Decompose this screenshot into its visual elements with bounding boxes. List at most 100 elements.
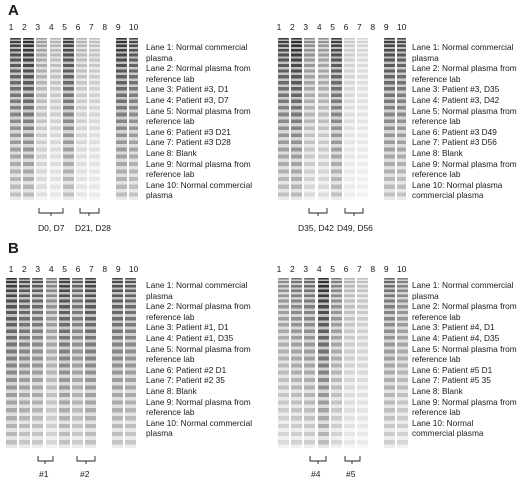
gel-lane bbox=[383, 278, 395, 448]
gel-lane bbox=[58, 278, 70, 448]
lane-number: 8 bbox=[102, 264, 108, 274]
gel-lane bbox=[72, 278, 83, 448]
bracket-label-b-right-1: #4 bbox=[311, 469, 321, 479]
bracket-a-right-1 bbox=[308, 208, 328, 216]
bracket-b-right-2 bbox=[344, 456, 361, 464]
gel-lane bbox=[383, 38, 395, 200]
lane-number: 8 bbox=[370, 22, 376, 32]
legend-line: Lane 4: Patient #3, D7 bbox=[146, 94, 229, 105]
gel-lane bbox=[32, 278, 44, 448]
lane-number: 5 bbox=[62, 264, 67, 274]
legend-line: Lane 3: Patient #4, D1 bbox=[412, 322, 495, 333]
lane-number: 7 bbox=[89, 264, 94, 274]
legend-line: Lane 6: Patient #5 D1 bbox=[412, 364, 493, 375]
bracket-b-2 bbox=[76, 456, 96, 464]
lane-number: 6 bbox=[75, 264, 81, 274]
legend-line: Lane 9: Normal plasma from bbox=[412, 396, 517, 407]
gel-lane bbox=[291, 38, 303, 200]
gel-lane bbox=[304, 278, 316, 448]
legend-line: Lane 1: Normal commercial bbox=[146, 42, 248, 52]
lane-number: 1 bbox=[276, 264, 282, 274]
gel-lane bbox=[85, 278, 97, 448]
gel-lane bbox=[115, 38, 127, 200]
legend-line: Lane 2: Normal plasma from bbox=[412, 301, 517, 312]
gel-lane bbox=[278, 38, 289, 200]
legend-line: Lane 1: Normal commercial bbox=[412, 280, 514, 290]
legend-line: Lane 4: Patient #4, D35 bbox=[412, 332, 500, 343]
legend-line: Lane 5: Normal plasma from bbox=[146, 343, 251, 354]
legend-line: Lane 8: Blank bbox=[146, 385, 197, 396]
legend-line: Lane 8: Blank bbox=[412, 385, 463, 396]
gel-lane bbox=[344, 38, 355, 200]
bracket-label-a-1: D0, D7 bbox=[38, 223, 65, 233]
gel-lane bbox=[317, 38, 329, 200]
gel-lane bbox=[317, 278, 329, 448]
lane-legend-a-right: Lane 1: Normal commercial plasma Lane 2: N… bbox=[412, 42, 520, 201]
legend-line: reference lab bbox=[412, 311, 461, 322]
lane-number: 2 bbox=[22, 264, 27, 274]
lane-number: 1 bbox=[8, 22, 14, 32]
bracket-label-b-right-2: #5 bbox=[346, 469, 356, 479]
lane-number: 1 bbox=[276, 22, 282, 32]
bracket-b-1 bbox=[37, 456, 54, 464]
legend-line: reference lab bbox=[146, 354, 195, 365]
bracket-label-b-2: #2 bbox=[80, 469, 90, 479]
gel-lane bbox=[36, 38, 48, 200]
lane-number: 7 bbox=[89, 22, 94, 32]
gel-image-a bbox=[10, 38, 138, 200]
lane-number: 2 bbox=[290, 22, 295, 32]
legend-line: reference lab bbox=[146, 311, 195, 322]
bracket-a-right-2 bbox=[344, 208, 364, 216]
legend-line: Lane 4: Patient #3, D42 bbox=[412, 94, 500, 105]
lane-number: 3 bbox=[35, 264, 41, 274]
legend-line: reference lab bbox=[412, 354, 461, 365]
gel-lane bbox=[357, 278, 369, 448]
lane-number: 4 bbox=[48, 22, 54, 32]
bracket-label-a-right-2: D49, D56 bbox=[337, 223, 373, 233]
legend-line: Lane 2: Normal plasma from bbox=[146, 63, 251, 74]
legend-line: Lane 7: Patient #3 D56 bbox=[412, 137, 497, 148]
gel-lane bbox=[124, 278, 136, 448]
legend-line: Lane 7: Patient #2 35 bbox=[146, 375, 225, 386]
lane-number: 6 bbox=[75, 22, 81, 32]
gel-lane bbox=[23, 38, 35, 200]
legend-line: Lane 9: Normal plasma from bbox=[146, 396, 251, 407]
bracket-a-2 bbox=[79, 208, 100, 216]
legend-line: Lane 7: Patient #3 D28 bbox=[146, 137, 231, 148]
gel-image-a-right bbox=[278, 38, 406, 200]
lane-number: 5 bbox=[62, 22, 67, 32]
gel-lane bbox=[10, 38, 21, 200]
legend-line: reference lab bbox=[146, 407, 195, 418]
legend-line: Lane 3: Patient #1, D1 bbox=[146, 322, 229, 333]
lane-number: 7 bbox=[357, 264, 362, 274]
gel-lane bbox=[62, 38, 74, 200]
lane-number: 2 bbox=[22, 22, 27, 32]
legend-line: reference lab bbox=[412, 73, 461, 84]
lane-number: 6 bbox=[343, 264, 349, 274]
bracket-label-a-2: D21, D28 bbox=[75, 223, 111, 233]
lane-number: 1 bbox=[8, 264, 14, 274]
bracket-label-a-right-1: D35, D42 bbox=[298, 223, 334, 233]
legend-line: reference lab bbox=[412, 169, 461, 180]
gel-lane bbox=[278, 278, 289, 448]
gel-lane bbox=[19, 278, 31, 448]
gel-lane bbox=[128, 38, 138, 200]
legend-line: Lane 10: Normal bbox=[412, 417, 474, 428]
legend-line: plasma bbox=[412, 52, 439, 63]
gel-image-b bbox=[6, 278, 136, 448]
lane-number: 10 bbox=[396, 264, 407, 274]
gel-lane bbox=[330, 38, 342, 200]
legend-line: plasma bbox=[412, 290, 439, 301]
gel-lane bbox=[330, 278, 342, 448]
gel-lane bbox=[291, 278, 303, 448]
lane-number: 3 bbox=[303, 22, 309, 32]
legend-line: Lane 6: Patient #3 D21 bbox=[146, 126, 231, 137]
lane-number: 10 bbox=[128, 264, 139, 274]
lane-number: 9 bbox=[115, 264, 121, 274]
lane-number: 5 bbox=[330, 22, 335, 32]
lane-number: 5 bbox=[330, 264, 335, 274]
lane-number: 10 bbox=[396, 22, 407, 32]
gel-lane bbox=[45, 278, 57, 448]
legend-line: Lane 9: Normal plasma from bbox=[146, 158, 251, 169]
